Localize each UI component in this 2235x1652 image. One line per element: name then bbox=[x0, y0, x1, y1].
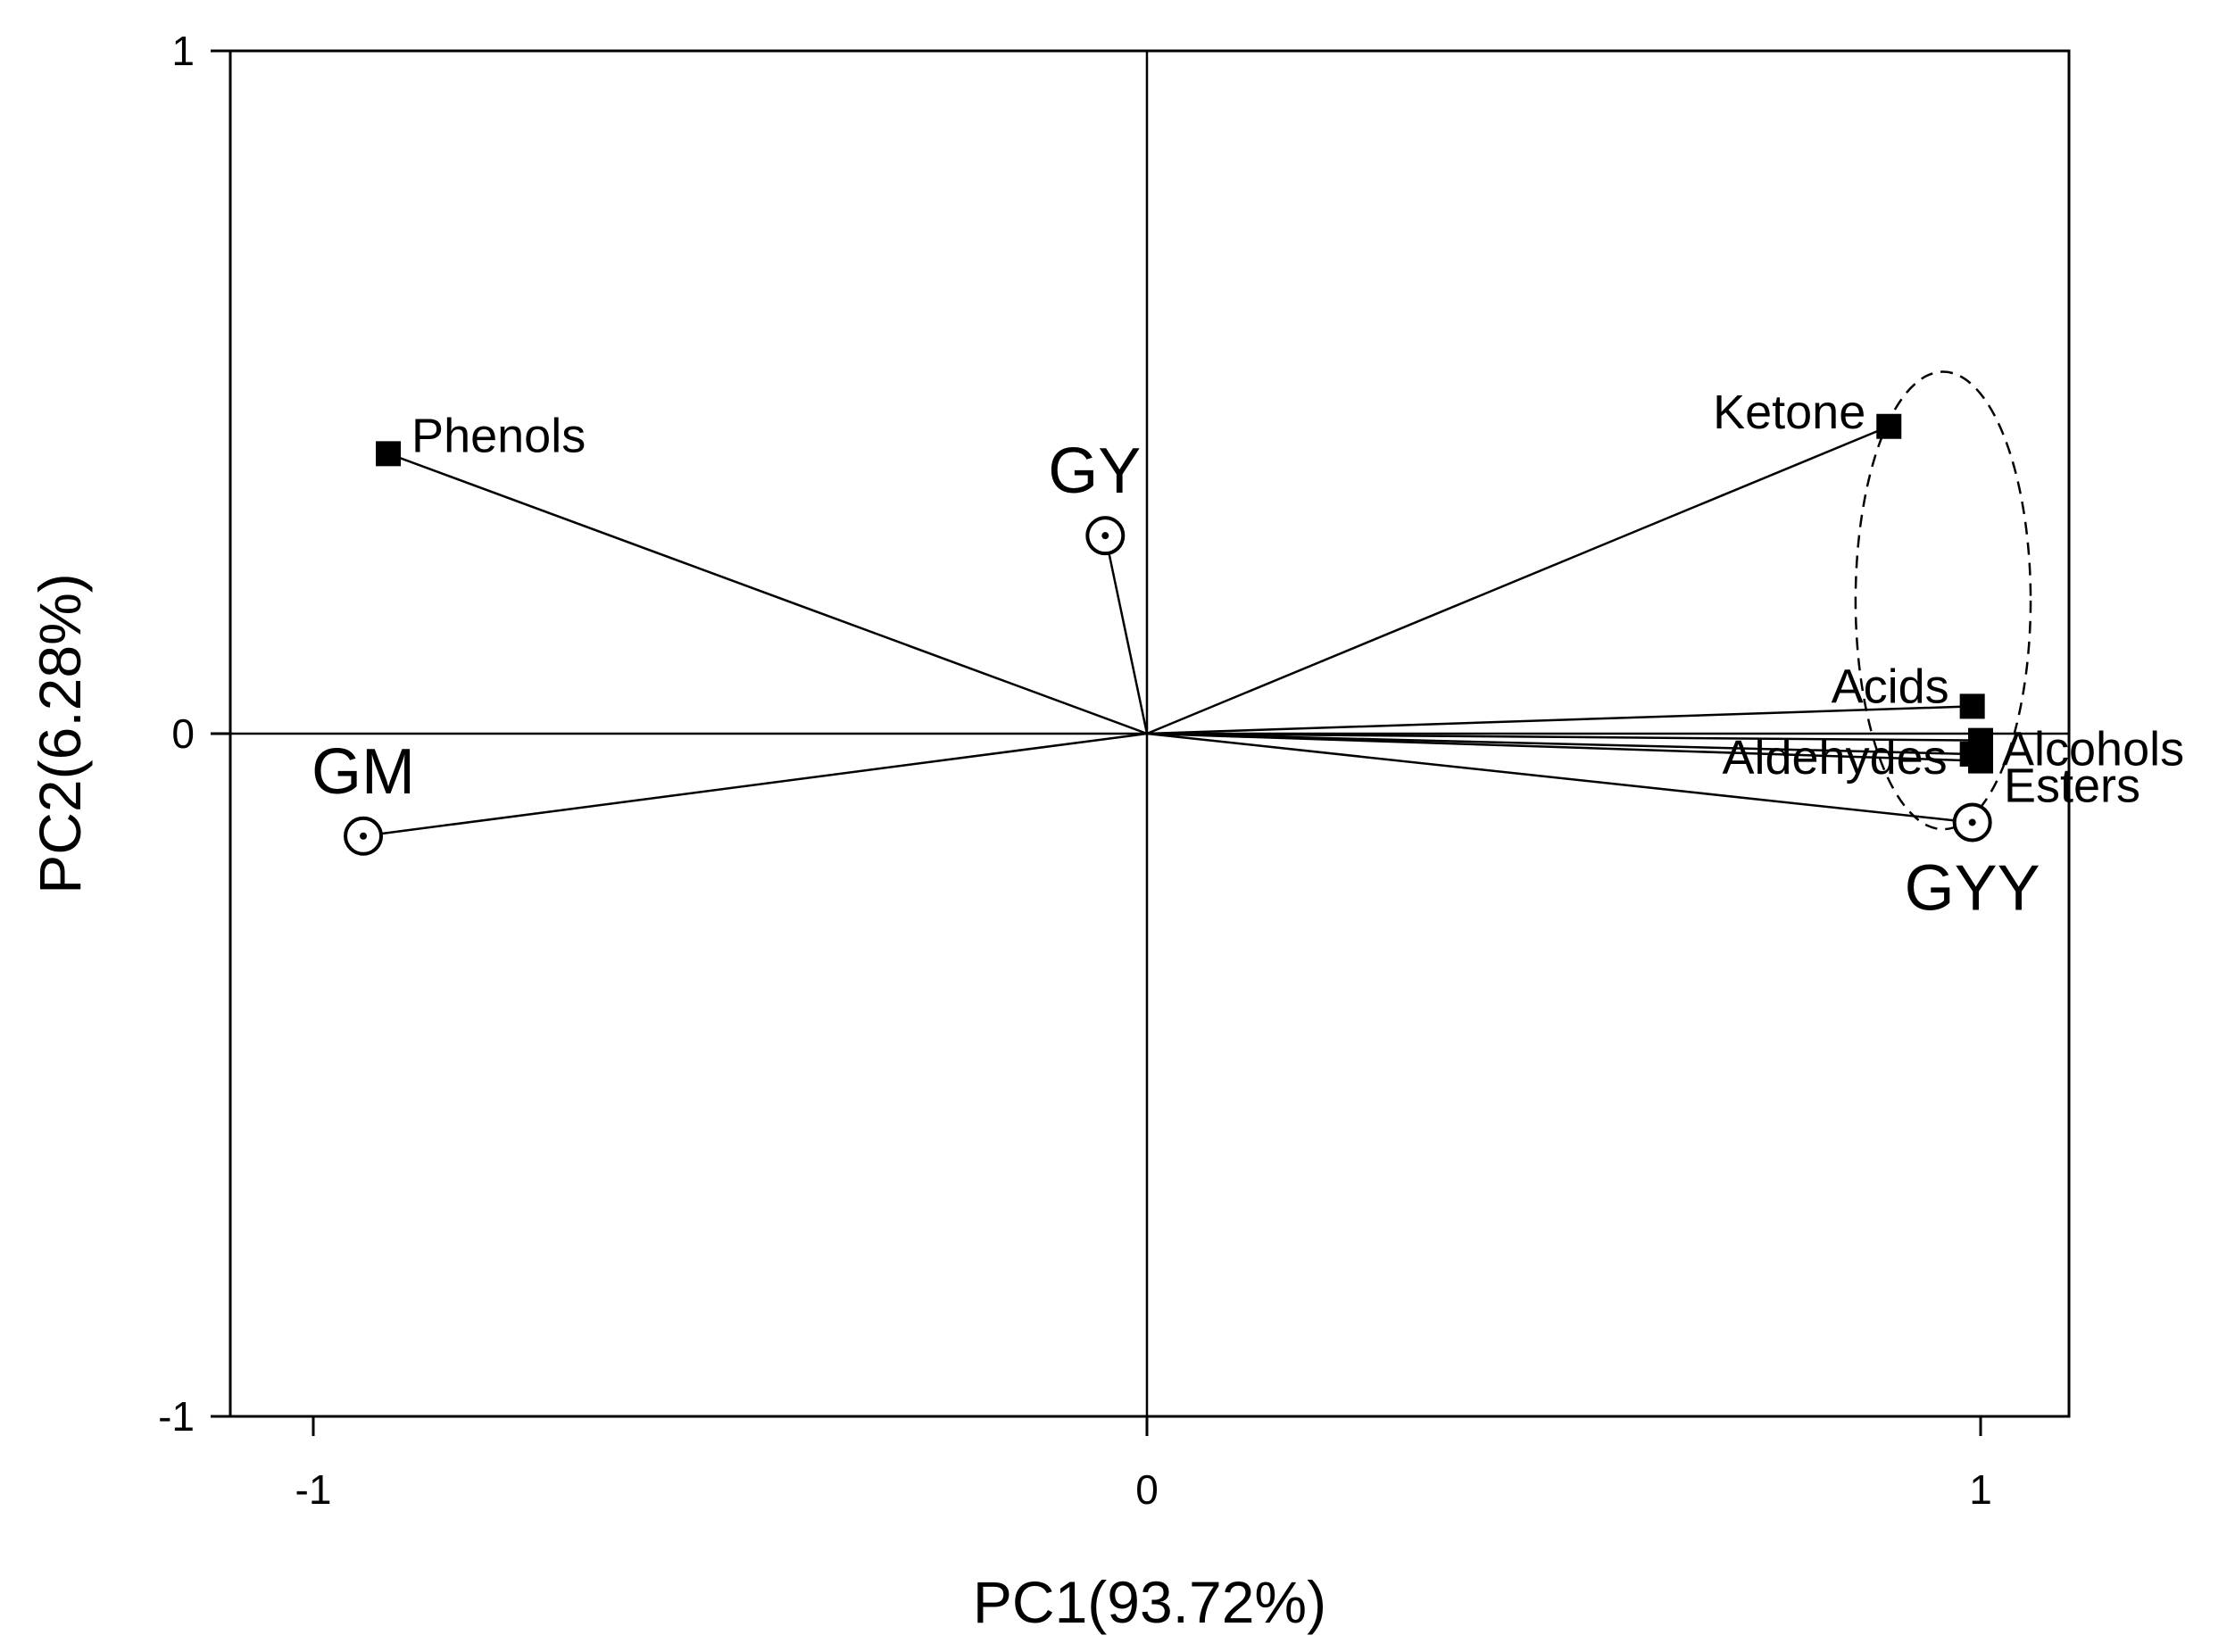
plot-area: -1 0 1 -1 0 1 Phenols Ketone Acids Alcohols Aldehy… bbox=[158, 28, 2184, 1513]
variable-label-ketone: Ketone bbox=[1713, 386, 1865, 439]
vector-phenols bbox=[387, 452, 1148, 735]
vector-esters bbox=[1146, 732, 1982, 762]
y-tick-label: -1 bbox=[158, 1393, 195, 1440]
variable-label-aldehydes: Aldehydes bbox=[1722, 731, 1947, 784]
x-axis-title: PC1(93.72%) bbox=[973, 1569, 1326, 1635]
y-tick-label: 0 bbox=[171, 710, 195, 757]
sample-label-gm: GM bbox=[312, 736, 415, 808]
variable-marker-acids bbox=[1959, 693, 1985, 719]
variable-marker-phenols bbox=[376, 441, 402, 467]
x-tick-label: -1 bbox=[295, 1466, 332, 1513]
vector-alcohols bbox=[1146, 732, 1982, 742]
variable-label-esters: Esters bbox=[2004, 760, 2140, 813]
sample-label-gy: GY bbox=[1048, 436, 1141, 507]
y-tick-label: 1 bbox=[171, 28, 195, 74]
vector-acids bbox=[1146, 705, 1973, 735]
vector-gyy bbox=[1146, 732, 1973, 824]
group-ellipse bbox=[1854, 370, 2032, 831]
sample-marker-dot bbox=[360, 832, 368, 840]
sample-label-gyy: GYY bbox=[1905, 852, 2040, 924]
variable-marker-esters bbox=[1968, 748, 1993, 774]
variable-label-phenols: Phenols bbox=[411, 409, 586, 462]
y-axis-title: PC2(6.28%) bbox=[27, 573, 93, 894]
vector-gm bbox=[362, 732, 1148, 837]
variable-label-alcohols: Alcohols bbox=[2002, 723, 2184, 776]
variable-marker-ketone bbox=[1876, 413, 1902, 439]
chart-text: PC1(93.72%) PC2(6.28%) bbox=[27, 573, 1326, 1635]
x-tick-label: 1 bbox=[1969, 1466, 1992, 1513]
vector-ketone bbox=[1146, 425, 1890, 735]
x-tick-label: 0 bbox=[1135, 1466, 1159, 1513]
sample-marker-dot bbox=[1968, 818, 1976, 826]
variable-label-acids: Acids bbox=[1832, 660, 1949, 713]
vector-gy bbox=[1104, 535, 1149, 735]
sample-marker-dot bbox=[1101, 532, 1109, 540]
